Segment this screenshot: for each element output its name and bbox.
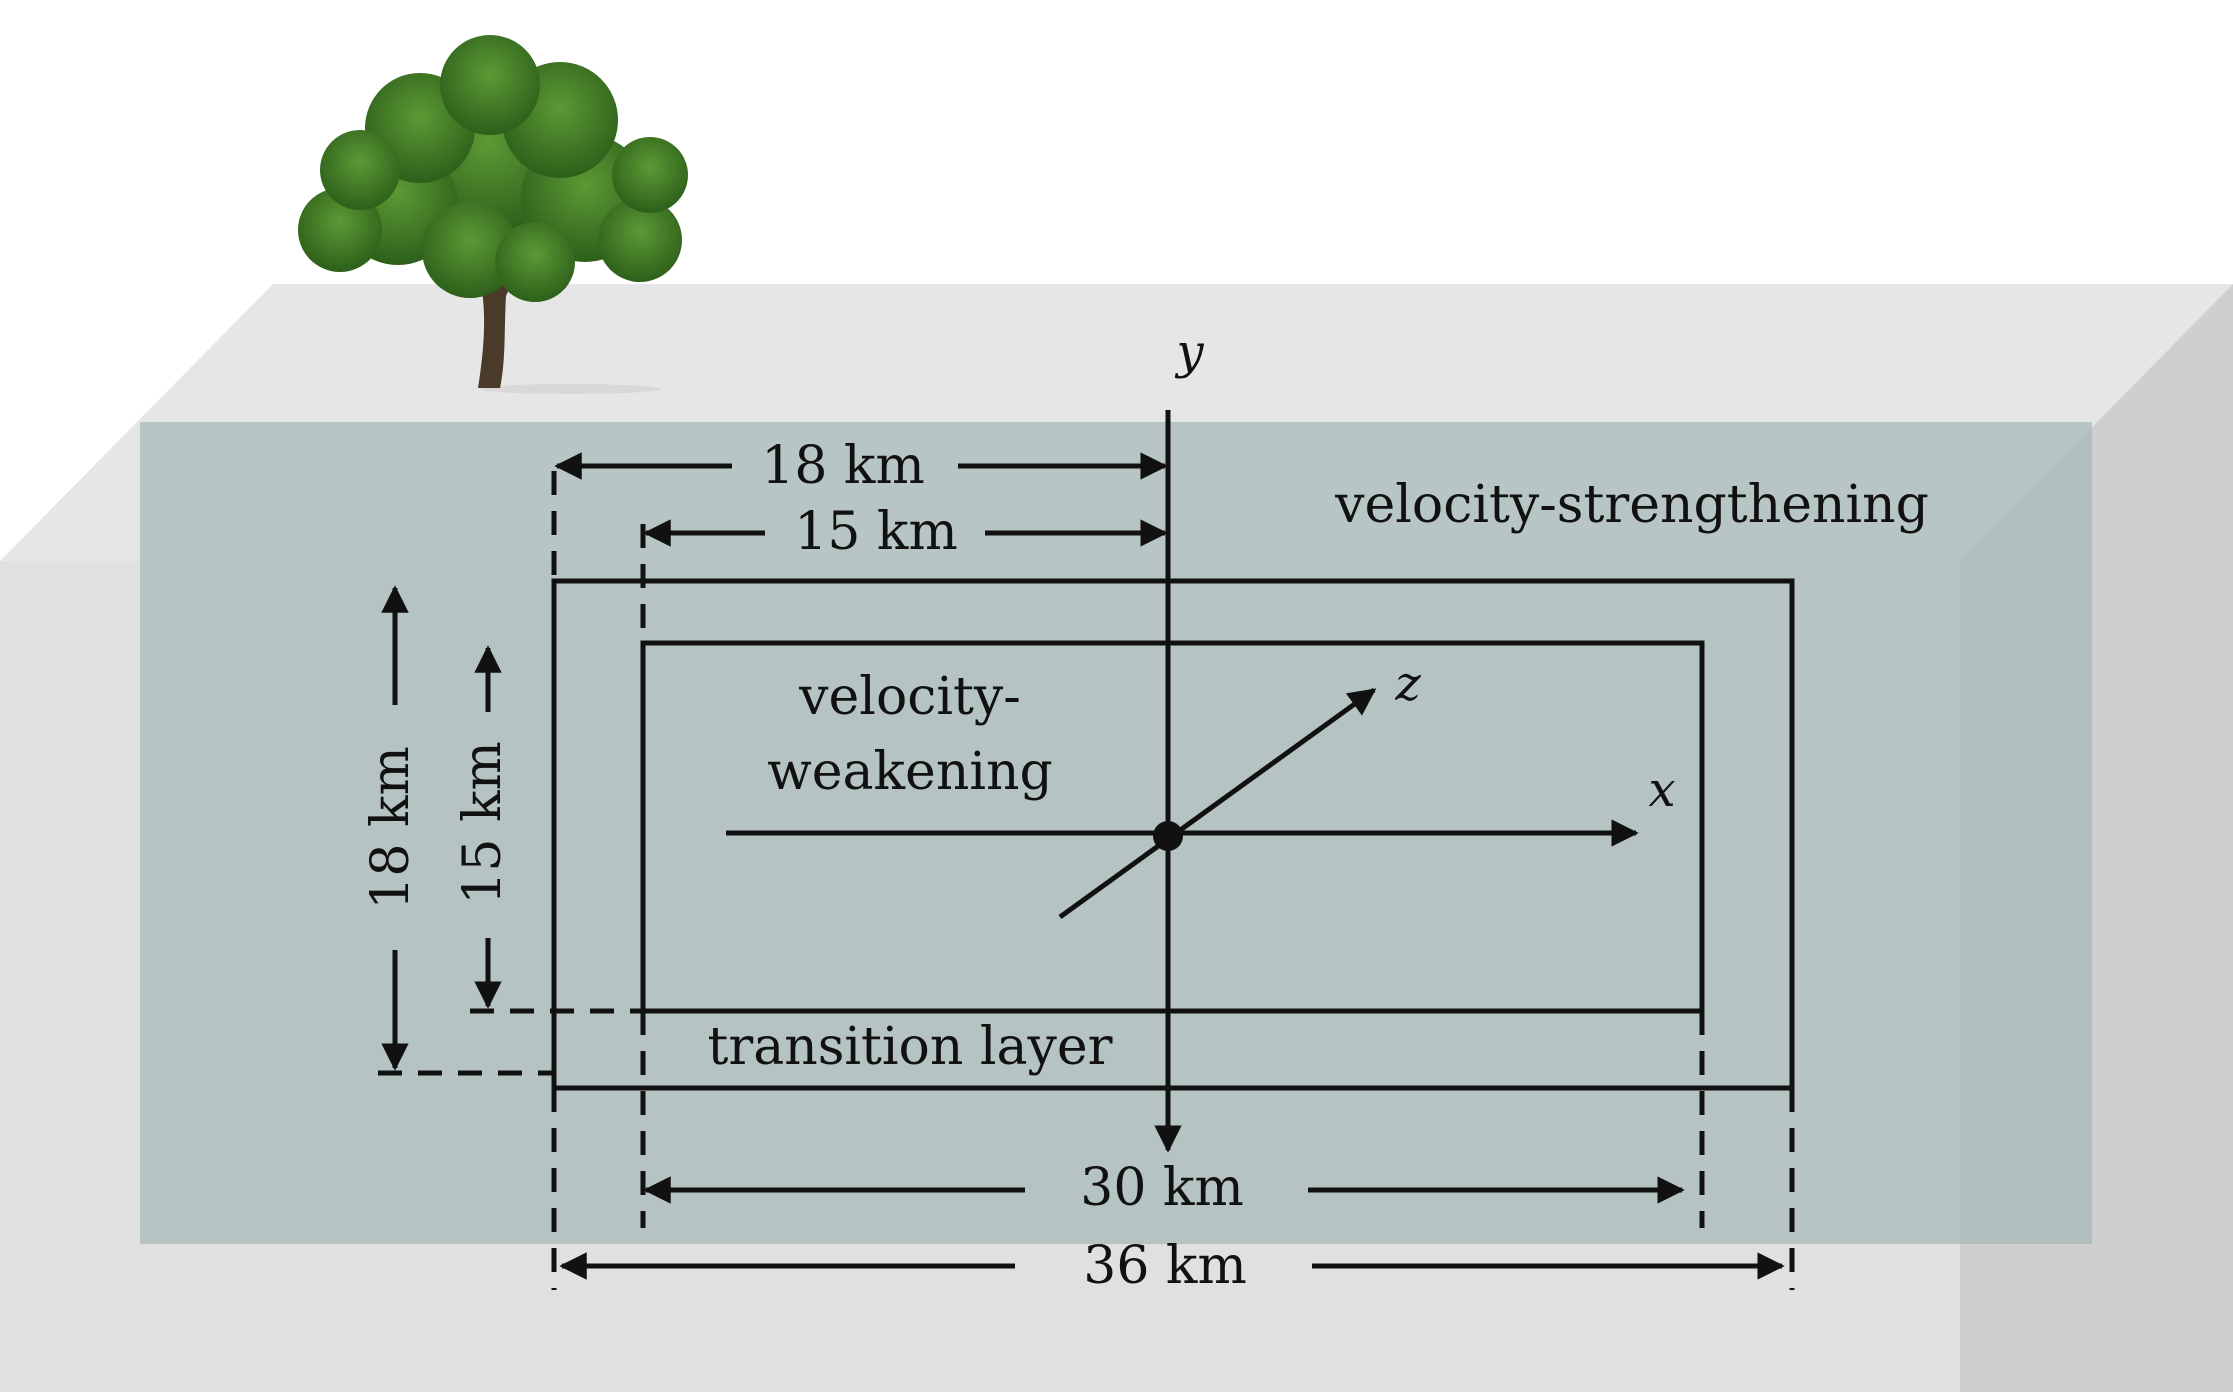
outer-rectangle [551,578,1795,1091]
dimension-length-outer: 36 km [559,1236,1785,1296]
transition-layer-label: transition layer [707,1017,1112,1077]
z-axis-label: z [1394,656,1421,712]
svg-text:30 km: 30 km [1080,1158,1244,1218]
svg-text:18 km: 18 km [361,746,421,910]
dashed-guides [378,471,1795,1290]
y-axis-label: y [1174,324,1204,380]
svg-text:36 km: 36 km [1083,1236,1247,1296]
origin-point [1153,821,1183,851]
dimension-half-width-outer: 18 km [554,436,1168,496]
dimension-depth-inner: 15 km [453,645,513,1009]
velocity-weakening-label-line2: weakening [767,742,1052,802]
svg-text:18 km: 18 km [761,436,925,496]
z-axis [1058,687,1377,920]
svg-text:15 km: 15 km [453,741,513,905]
velocity-strengthening-label: velocity-strengthening [1334,475,1929,535]
x-axis-label: x [1648,762,1675,818]
svg-text:15 km: 15 km [794,502,958,562]
tree-icon [298,35,688,394]
dimension-depth-outer: 18 km [361,585,421,1071]
dimension-length-inner: 30 km [643,1158,1685,1218]
dimension-half-width-inner: 15 km [643,502,1168,562]
inner-rectangle [640,640,1705,1014]
velocity-weakening-label-line1: velocity- [798,667,1021,727]
